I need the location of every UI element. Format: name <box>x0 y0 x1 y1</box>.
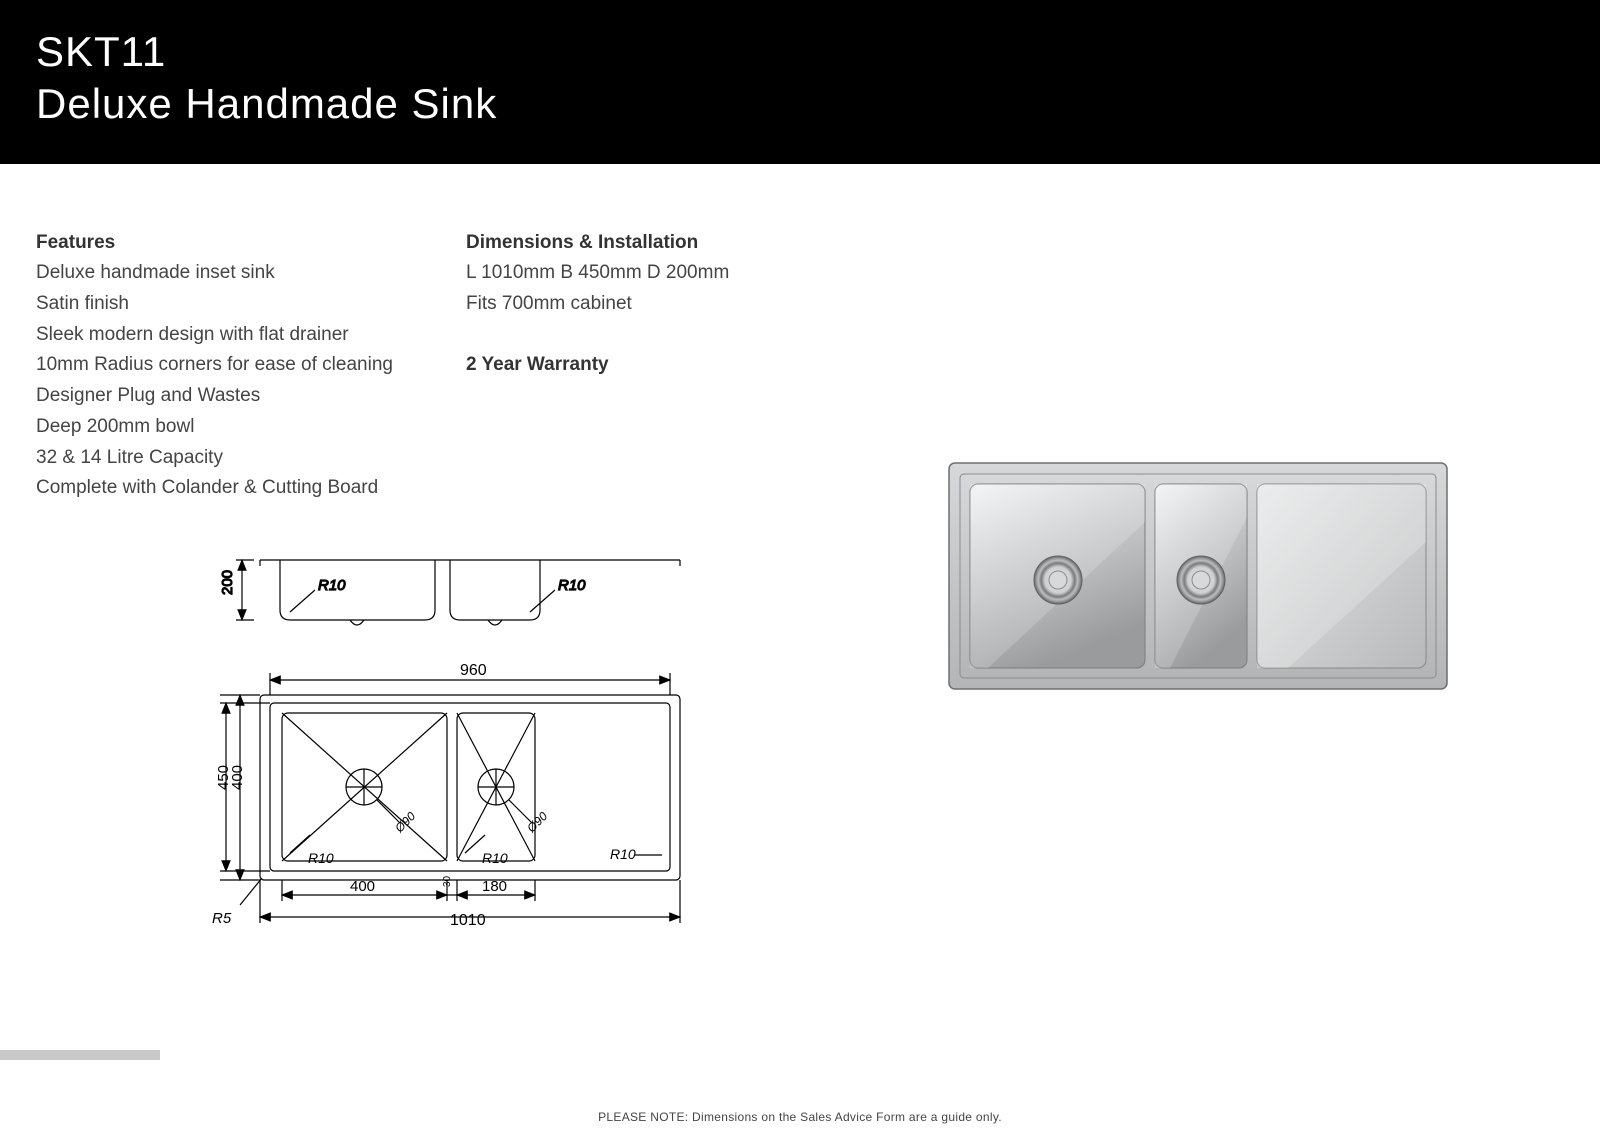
feature-item: Deep 200mm bowl <box>36 412 466 443</box>
dimensions-heading: Dimensions & Installation <box>466 232 896 254</box>
r10-label: R10 <box>610 846 636 862</box>
features-heading: Features <box>36 232 466 254</box>
feature-item: 10mm Radius corners for ease of cleaning <box>36 350 466 381</box>
feature-item: Satin finish <box>36 289 466 320</box>
r10-label: R10 <box>482 850 508 866</box>
feature-item: Designer Plug and Wastes <box>36 381 466 412</box>
bowl1-width-label: 400 <box>350 878 375 895</box>
dimensions-line: L 1010mm B 450mm D 200mm <box>466 258 896 289</box>
technical-drawing: 200 R10 R10 <box>190 555 730 980</box>
height-inner-label: 400 <box>229 765 246 790</box>
product-name: Deluxe Handmade Sink <box>36 80 1564 128</box>
product-code: SKT11 <box>36 28 1564 76</box>
features-column: Features Deluxe handmade inset sink Sati… <box>36 232 466 504</box>
r10-label: R10 <box>558 577 586 594</box>
feature-item: Deluxe handmade inset sink <box>36 258 466 289</box>
r10-label: R10 <box>308 850 334 866</box>
feature-item: Complete with Colander & Cutting Board <box>36 473 466 504</box>
depth-label: 200 <box>219 570 236 595</box>
page-header: SKT11 Deluxe Handmade Sink <box>0 0 1600 164</box>
dimensions-column: Dimensions & Installation L 1010mm B 450… <box>466 232 896 504</box>
product-photo <box>948 462 1448 695</box>
footer-rule <box>0 1050 160 1060</box>
inner-width-label: 960 <box>460 662 487 679</box>
dimensions-line: Fits 700mm cabinet <box>466 289 896 320</box>
gap-label: 30 <box>442 875 453 887</box>
drain-dia-label: Ø90 <box>524 809 551 836</box>
r5-label: R5 <box>212 910 232 927</box>
feature-item: Sleek modern design with flat drainer <box>36 320 466 351</box>
r10-label: R10 <box>318 577 346 594</box>
page: SKT11 Deluxe Handmade Sink Features Delu… <box>0 0 1600 1133</box>
bowl2-width-label: 180 <box>482 878 507 895</box>
content-row: Features Deluxe handmade inset sink Sati… <box>0 164 1600 504</box>
feature-item: 32 & 14 Litre Capacity <box>36 443 466 474</box>
warranty-line: 2 Year Warranty <box>466 354 896 376</box>
outer-width-label: 1010 <box>450 912 486 929</box>
footnote: PLEASE NOTE: Dimensions on the Sales Adv… <box>0 1110 1600 1124</box>
